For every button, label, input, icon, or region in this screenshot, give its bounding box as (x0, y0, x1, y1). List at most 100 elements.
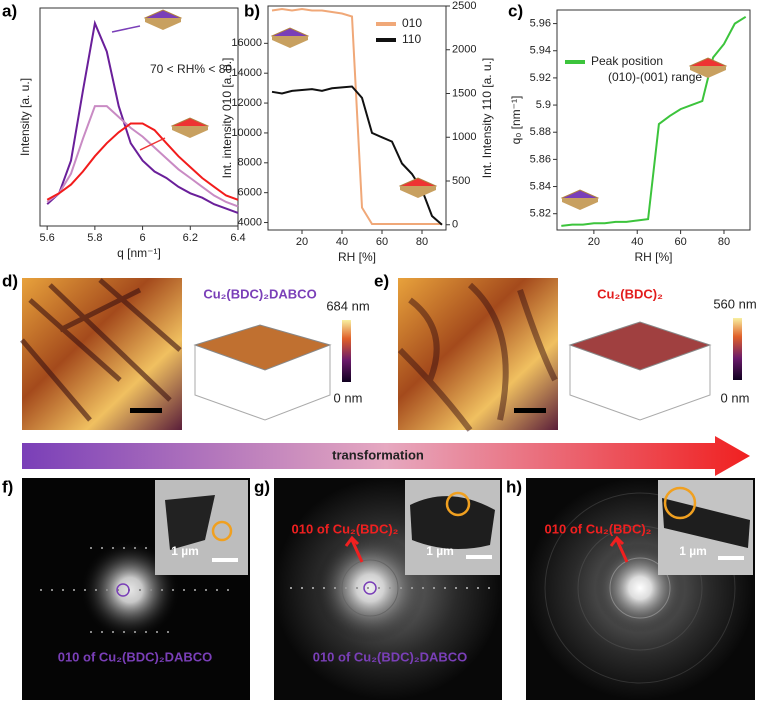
legend-label: 010 (402, 16, 422, 30)
x-tick-label: 6.2 (183, 232, 198, 244)
y2-tick-label: 1000 (452, 131, 476, 143)
y-tick-label: 10000 (231, 127, 262, 139)
scale-bar (514, 408, 546, 413)
scale-label: 1 µm (679, 544, 707, 558)
panel-label: b) (244, 1, 260, 20)
diffraction-h: 1 µm 010 of Cu₂(BDC)₂ (526, 478, 755, 700)
data-line (46, 122, 239, 201)
x-tick-label: 6.4 (230, 232, 245, 244)
y2-tick-label: 0 (452, 219, 458, 231)
scale-bar (212, 558, 238, 562)
arrow-label: transformation (332, 447, 424, 462)
area-marker (663, 486, 697, 520)
caption: 010 of Cu₂(BDC)₂DABCO (313, 649, 468, 664)
y-tick-label: 5.94 (530, 45, 551, 57)
x-tick-label: 80 (416, 236, 428, 248)
diffraction-ring (544, 492, 736, 684)
colorbar-max: 560 nm (713, 296, 756, 311)
y-tick-label: 12000 (231, 97, 262, 109)
area-marker (445, 491, 471, 517)
x-tick-label: 80 (718, 236, 730, 248)
panel-label: h) (506, 477, 522, 496)
data-line (46, 19, 239, 214)
y-axis-title: Int. intensity 010 [a. u.] (220, 58, 234, 179)
y2-tick-label: 2500 (452, 0, 476, 12)
colorbar (733, 318, 742, 380)
tem-particle (410, 496, 495, 549)
peak-label: 010 of Cu₂(BDC)₂ (292, 521, 399, 536)
afm-texture (20, 278, 182, 422)
x-tick-label: 40 (631, 236, 643, 248)
peak-label: 010 of Cu₂(BDC)₂ (545, 521, 652, 536)
crystal-base (172, 126, 208, 138)
afm-image (22, 278, 182, 430)
y2-tick-label: 1500 (452, 87, 476, 99)
x-tick-label: 60 (376, 236, 388, 248)
y-tick-label: 5.96 (530, 17, 551, 29)
scale-label: 1 µm (171, 544, 199, 558)
area-marker (211, 520, 233, 542)
x-axis-title: RH [%] (634, 250, 672, 264)
charts: 5.6 5.8 6 6.2 6.4q [nm⁻¹]Intensity [a. u.]70… (18, 0, 751, 264)
y-axis-title: Intensity [a. u.] (18, 78, 32, 156)
afm-3d-surface (193, 324, 332, 371)
y2-axis-title: Int. Intensity 110 [a. u.] (480, 58, 494, 179)
y2-tick-label: 500 (452, 175, 470, 187)
panel-label: f) (2, 477, 13, 496)
x-tick-label: 5.8 (87, 232, 102, 244)
colorbar (342, 320, 351, 382)
annotation: (010)-(001) range (608, 70, 702, 84)
x-axis-title: q [nm⁻¹] (117, 246, 161, 260)
y-tick-label: 4000 (238, 216, 262, 228)
y-tick-label: 5.82 (530, 208, 551, 220)
y-tick-label: 5.88 (530, 126, 551, 138)
panel-label: a) (2, 1, 17, 20)
scale-bar (130, 408, 162, 413)
crystal-base (690, 66, 726, 78)
crystal-base (400, 186, 436, 198)
annotation: 70 < RH% < 80 (150, 62, 232, 76)
material-title: Cu₂(BDC)₂DABCO (203, 286, 316, 301)
legend-label: Peak position (591, 54, 663, 68)
scale-bar (466, 555, 492, 559)
plot-frame (39, 7, 239, 227)
plot-frame (556, 9, 751, 231)
pointer-arrow (609, 535, 629, 563)
afm-texture (397, 282, 558, 432)
tem-particle (662, 498, 750, 548)
y-tick-label: 8000 (238, 157, 262, 169)
y-axis-title: q₀ [nm⁻¹] (509, 96, 523, 145)
pointer-arrow (344, 535, 364, 563)
y-tick-label: 5.84 (530, 180, 551, 192)
panel-label: e) (374, 271, 389, 290)
x-tick-label: 20 (296, 236, 308, 248)
afm-image (398, 278, 558, 430)
afm-3d-box (569, 345, 711, 421)
material-title: Cu₂(BDC)₂ (597, 286, 663, 301)
y-tick-label: 14000 (231, 67, 262, 79)
scale-label: 1 µm (426, 544, 454, 558)
spot-marker (116, 583, 130, 597)
transformation-arrow (22, 436, 750, 476)
panel-label: g) (254, 477, 270, 496)
x-tick-label: 60 (674, 236, 686, 248)
crystal-base (272, 36, 308, 48)
y-tick-label: 5.9 (536, 99, 551, 111)
colorbar-min: 0 nm (334, 390, 363, 405)
y-tick-label: 5.92 (530, 72, 551, 84)
plot-frame (267, 5, 447, 231)
x-tick-label: 40 (336, 236, 348, 248)
y-tick-label: 5.86 (530, 153, 551, 165)
x-axis-title: RH [%] (338, 250, 376, 264)
diffraction-ring (577, 525, 703, 651)
afm-3d-surface (568, 321, 712, 371)
x-tick-label: 20 (588, 236, 600, 248)
colorbar-max: 684 nm (326, 298, 369, 313)
afm-panel-d: Cu₂(BDC)₂DABCO 684 nm 0 nm (20, 278, 370, 430)
scale-bar (718, 556, 744, 560)
y2-tick-label: 2000 (452, 44, 476, 56)
y-tick-label: 6000 (238, 187, 262, 199)
tem-particle (165, 495, 215, 550)
afm-panel-e: Cu₂(BDC)₂ 560 nm 0 nm (397, 278, 757, 432)
